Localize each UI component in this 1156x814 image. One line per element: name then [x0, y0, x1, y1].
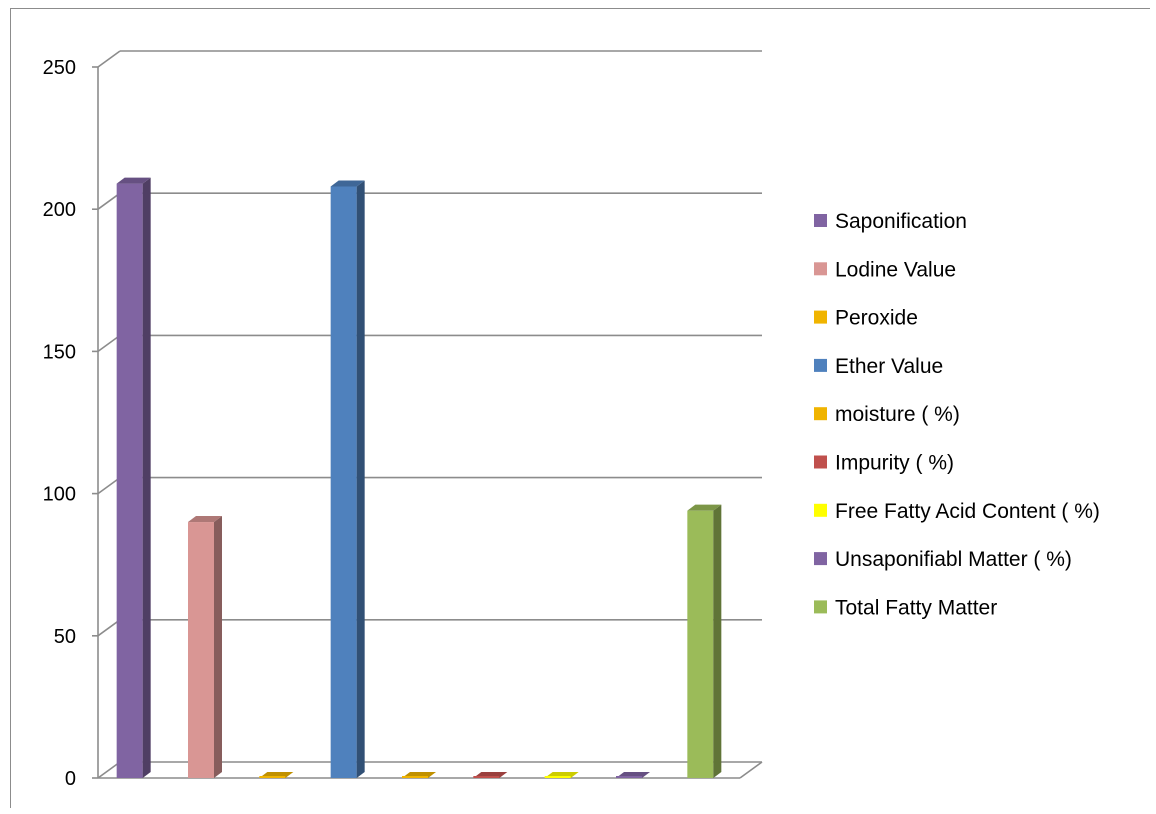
- bar: [259, 772, 294, 778]
- legend-label: moisture ( %): [835, 403, 960, 426]
- bar-top: [188, 516, 222, 523]
- legend-swatch: [814, 552, 827, 566]
- bar-front: [402, 776, 428, 778]
- bar: [402, 772, 436, 778]
- gridlines: [97, 50, 762, 779]
- bar-side: [214, 516, 222, 778]
- y-tick-label: 200: [43, 199, 76, 221]
- bar: [116, 177, 151, 778]
- legend-label: Total Fatty Matter: [835, 596, 997, 619]
- legend-label: Ether Value: [835, 355, 943, 378]
- legend-item: Saponification: [814, 210, 967, 233]
- y-tick-label: 0: [65, 768, 76, 790]
- bar-side: [713, 504, 722, 778]
- legend: Saponification Lodine Value Peroxide Ether …: [814, 210, 1100, 619]
- y-tick-label: 250: [43, 57, 76, 79]
- gridline-depth: [97, 619, 121, 637]
- gridline-depth: [97, 50, 121, 68]
- legend-item: Ether Value: [814, 355, 943, 378]
- bar-front: [687, 510, 714, 778]
- legend-swatch: [814, 310, 827, 324]
- legend-swatch: [814, 503, 827, 517]
- legend-item: Total Fatty Matter: [814, 596, 997, 619]
- bar-front: [188, 522, 214, 778]
- legend-label: Saponification: [835, 210, 967, 233]
- bar-front: [330, 186, 357, 778]
- y-tick-label: 100: [43, 484, 76, 506]
- legend-swatch: [814, 262, 827, 276]
- legend-swatch: [814, 455, 827, 469]
- legend-swatch: [814, 600, 827, 614]
- bar-front: [544, 776, 571, 778]
- chart-frame: [10, 8, 1150, 808]
- legend-swatch: [814, 407, 827, 421]
- legend-item: Unsaponifiabl Matter ( %): [814, 548, 1072, 571]
- x-axis-depth: [739, 761, 763, 779]
- bar: [687, 504, 722, 778]
- bar-front: [616, 776, 642, 778]
- bar-side: [356, 180, 365, 778]
- legend-item: Peroxide: [814, 307, 918, 330]
- bar-front: [259, 776, 286, 778]
- legend-label: Free Fatty Acid Content ( %): [835, 500, 1100, 523]
- legend-swatch: [814, 214, 827, 227]
- bar: [616, 772, 650, 778]
- gridline-depth: [97, 192, 121, 210]
- gridline-depth: [97, 476, 121, 495]
- bar: [330, 180, 365, 778]
- bar-front: [116, 183, 143, 778]
- legend-label: Impurity ( %): [835, 452, 954, 475]
- bars: [116, 177, 722, 778]
- bar-side: [142, 177, 151, 778]
- legend-item: moisture ( %): [814, 403, 960, 426]
- gridline-depth: [97, 334, 121, 353]
- legend-label: Lodine Value: [835, 258, 956, 281]
- legend-label: Unsaponifiabl Matter ( %): [835, 548, 1072, 571]
- bar-top: [116, 177, 151, 184]
- bar-top: [687, 504, 722, 511]
- bar: [188, 516, 222, 778]
- gridline-depth: [97, 761, 121, 779]
- legend-item: Lodine Value: [814, 258, 956, 281]
- y-tick-label: 150: [43, 341, 76, 363]
- bar-front: [473, 776, 500, 778]
- bar-top: [330, 180, 365, 187]
- legend-swatch: [814, 358, 827, 372]
- bar: [544, 772, 579, 778]
- legend-item: Free Fatty Acid Content ( %): [814, 500, 1100, 523]
- legend-label: Peroxide: [835, 307, 918, 330]
- bar: [473, 772, 508, 778]
- y-tick-label: 50: [54, 626, 76, 648]
- legend-item: Impurity ( %): [814, 452, 954, 475]
